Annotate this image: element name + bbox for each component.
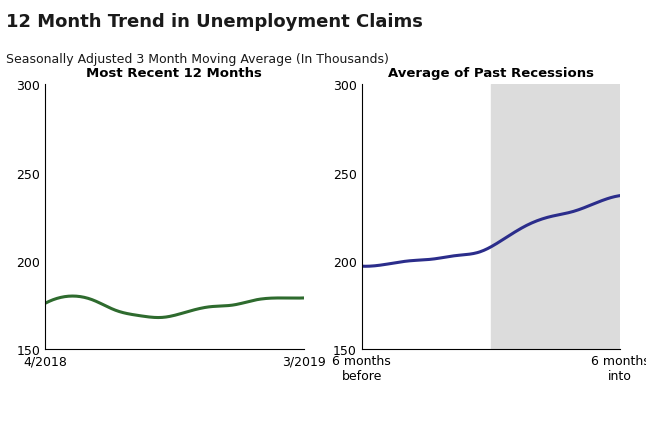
Bar — [491, 85, 620, 349]
Title: Average of Past Recessions: Average of Past Recessions — [388, 67, 594, 80]
Text: 12 Month Trend in Unemployment Claims: 12 Month Trend in Unemployment Claims — [6, 13, 423, 31]
Text: Seasonally Adjusted 3 Month Moving Average (In Thousands): Seasonally Adjusted 3 Month Moving Avera… — [6, 53, 390, 66]
Title: Most Recent 12 Months: Most Recent 12 Months — [87, 67, 262, 80]
